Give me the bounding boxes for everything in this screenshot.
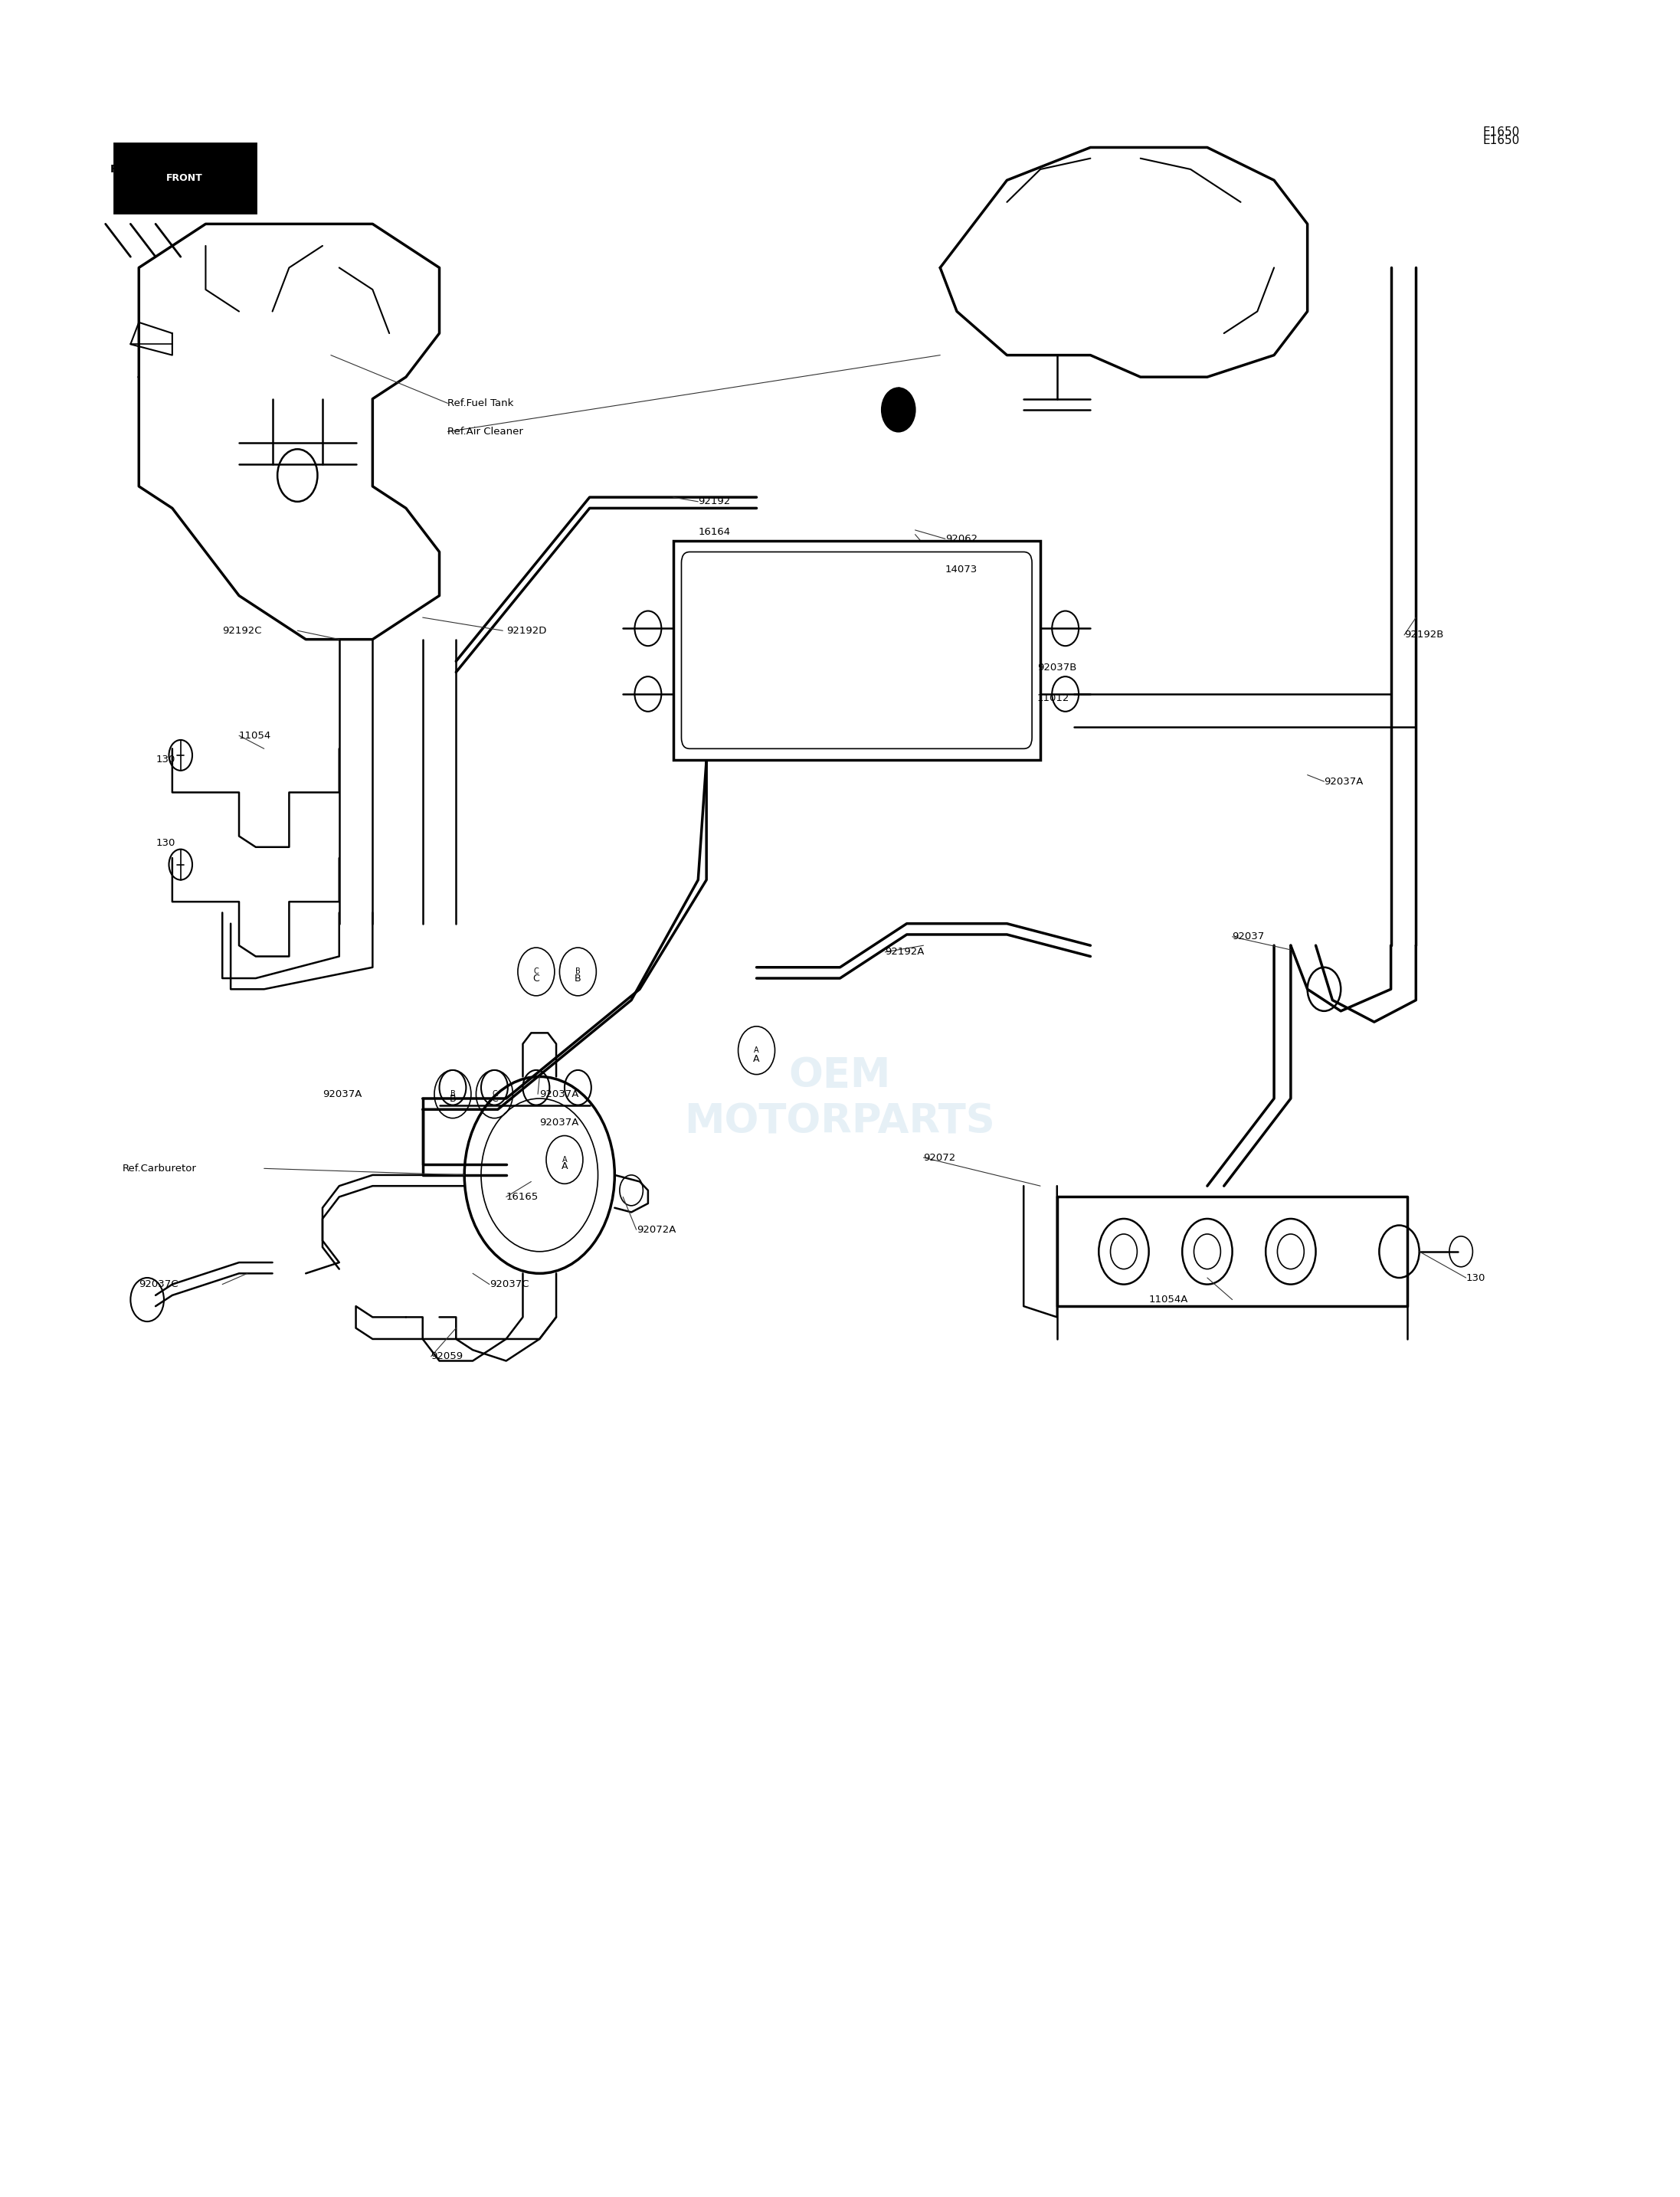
Text: C: C [492,1090,497,1098]
FancyBboxPatch shape [682,551,1032,749]
Text: A: A [561,1162,568,1171]
Text: 92037A: 92037A [539,1090,580,1098]
Text: 92072: 92072 [924,1153,956,1162]
Text: A: A [753,1055,759,1063]
Text: 92037A: 92037A [1324,776,1364,787]
Text: B: B [450,1094,455,1103]
Text: FRONT: FRONT [166,174,203,182]
Text: Ref.Carburetor: Ref.Carburetor [123,1164,197,1173]
Text: 11012: 11012 [1037,694,1070,703]
Text: E1650: E1650 [1483,127,1520,138]
Bar [674,540,1040,760]
Text: 92062: 92062 [946,534,978,545]
Text: B: B [575,973,581,984]
Text: 14073: 14073 [946,565,978,573]
Text: 92192B: 92192B [1404,631,1443,639]
Text: Ref.Fuel Tank: Ref.Fuel Tank [447,398,514,409]
Text: 130: 130 [156,837,175,848]
Text: 92192C: 92192C [222,626,262,635]
Text: C: C [533,973,539,984]
Text: 130: 130 [156,754,175,765]
Text: A: A [754,1046,759,1055]
Text: OEM
MOTORPARTS: OEM MOTORPARTS [684,1055,996,1142]
Text: 92037C: 92037C [489,1279,529,1290]
Text: 16165: 16165 [506,1193,539,1202]
Text: 92192: 92192 [699,497,731,508]
Text: 92192A: 92192A [885,947,924,958]
Text: A: A [563,1156,568,1164]
Text: 92059: 92059 [432,1351,464,1362]
Text: 92037: 92037 [1233,932,1265,943]
Text: 92192D: 92192D [506,626,546,635]
Text: FRONT: FRONT [111,165,151,174]
Text: C: C [534,969,539,975]
Text: 11054: 11054 [239,732,272,740]
Bar [114,143,255,213]
Text: 92072A: 92072A [637,1224,675,1235]
Text: B: B [450,1090,455,1098]
Text: 130: 130 [1467,1272,1485,1283]
Text: 92037C: 92037C [139,1279,178,1290]
Text: Ref.Air Cleaner: Ref.Air Cleaner [447,426,524,437]
Text: B: B [575,969,581,975]
Text: 16164: 16164 [699,527,731,538]
Text: C: C [491,1094,497,1103]
Text: 92037A: 92037A [323,1090,361,1098]
Text: 11054A: 11054A [1149,1294,1188,1305]
Text: 92037A: 92037A [539,1118,580,1127]
Circle shape [882,389,916,431]
Text: E1650: E1650 [1483,136,1520,147]
Text: 92037B: 92037B [1037,663,1077,672]
